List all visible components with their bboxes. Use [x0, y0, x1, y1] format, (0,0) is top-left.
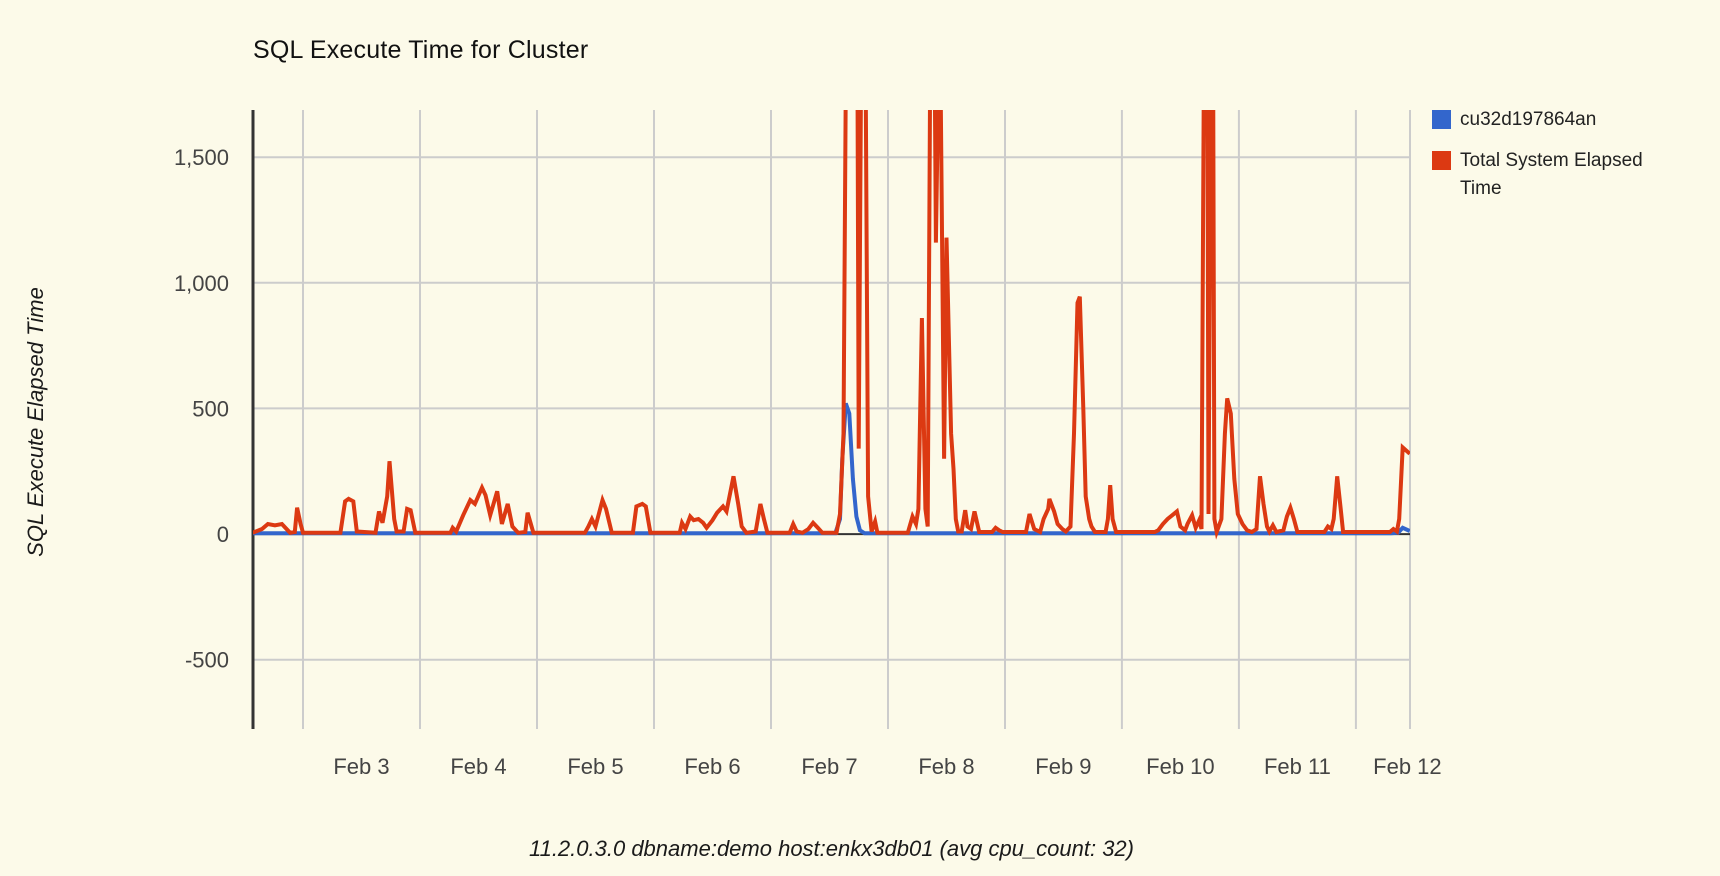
x-axis-tick-label: Feb 5	[567, 754, 623, 779]
y-axis-tick-label: 1,500	[174, 145, 229, 170]
legend-label: cu32d197864an	[1460, 109, 1597, 130]
legend-swatch-blue	[1432, 110, 1451, 129]
x-axis-tick-label: Feb 9	[1035, 754, 1091, 779]
x-axis-tick-label: Feb 12	[1373, 754, 1442, 779]
y-axis-tick-label: 500	[192, 396, 229, 421]
x-axis-tick-label: Feb 6	[684, 754, 740, 779]
y-axis-tick-label: -500	[185, 648, 229, 673]
y-axis-tick-label: 0	[217, 522, 229, 547]
chart-footer: 11.2.0.3.0 dbname:demo host:enkx3db01 (a…	[528, 836, 1134, 861]
legend: cu32d197864an Total System Elapsed Time	[1432, 106, 1660, 203]
x-axis-tick-label: Feb 3	[333, 754, 389, 779]
x-axis-tick-label: Feb 10	[1146, 754, 1215, 779]
legend-item-total-system-elapsed-time: Total System Elapsed Time	[1432, 147, 1660, 203]
y-axis-tick-label: 1,000	[174, 271, 229, 296]
x-axis-tick-label: Feb 11	[1264, 754, 1331, 779]
x-axis-tick-label: Feb 7	[801, 754, 857, 779]
legend-swatch-red	[1432, 151, 1451, 170]
legend-item-cu32d197864an: cu32d197864an	[1432, 106, 1660, 134]
legend-label: Total System Elapsed Time	[1460, 150, 1643, 199]
chart-title: SQL Execute Time for Cluster	[253, 36, 589, 64]
series-line-total-system-elapsed-time[interactable]	[253, 82, 1410, 540]
x-axis-tick-label: Feb 4	[450, 754, 506, 779]
x-axis-tick-label: Feb 8	[918, 754, 974, 779]
